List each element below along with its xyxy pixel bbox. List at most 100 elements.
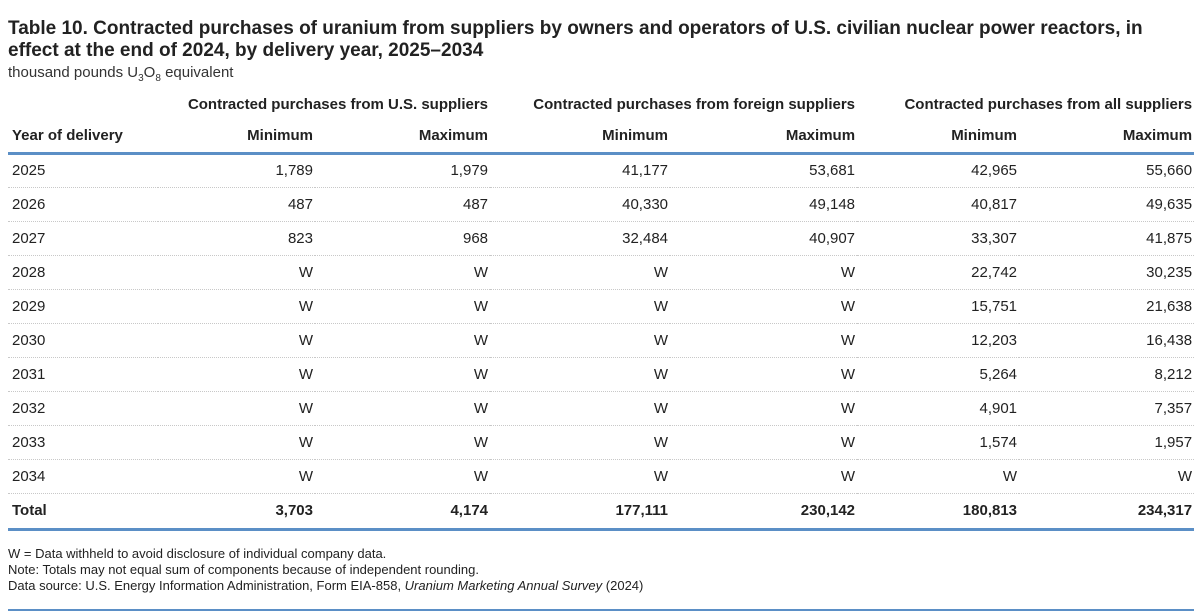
source-prefix: Data source: U.S. Energy Information Adm… <box>8 578 405 593</box>
cell-all-minimum: 5,264 <box>857 357 1020 392</box>
table-row: 2028 W W W W 22,742 30,235 <box>8 255 1195 290</box>
table-row: 2030 W W W W 12,203 16,438 <box>8 323 1195 358</box>
cell-year: 2032 <box>8 391 158 426</box>
column-header-foreign-maximum: Maximum <box>785 127 856 145</box>
cell-all-maximum: 41,875 <box>1019 221 1195 256</box>
subtitle-sub-8: 8 <box>155 73 161 84</box>
table-row: 2027 823 968 32,484 40,907 33,307 41,875 <box>8 221 1195 256</box>
cell-all-minimum: 15,751 <box>857 289 1020 324</box>
cell-year: 2033 <box>8 425 158 460</box>
column-header-year: Year of delivery <box>12 127 123 145</box>
column-header-us-minimum: Minimum <box>247 127 313 145</box>
group-header-foreign-suppliers: Contracted purchases from foreign suppli… <box>533 95 856 113</box>
cell-year: 2031 <box>8 357 158 392</box>
cell-foreign-maximum: 49,148 <box>670 187 858 222</box>
cell-foreign-maximum: W <box>670 323 858 358</box>
cell-foreign-maximum: W <box>670 425 858 460</box>
cell-year: 2026 <box>8 187 158 222</box>
cell-year: 2027 <box>8 221 158 256</box>
column-header-all-minimum: Minimum <box>951 127 1018 145</box>
subtitle-suffix: equivalent <box>160 64 234 81</box>
cell-foreign-maximum: 40,907 <box>670 221 858 256</box>
column-group-header-row: Contracted purchases from U.S. suppliers… <box>8 88 1194 120</box>
column-header-all-maximum: Maximum <box>1122 127 1193 145</box>
table-body: 2025 1,789 1,979 41,177 53,681 42,965 55,660 20… <box>8 153 1195 531</box>
table-row: 2026 487 487 40,330 49,148 40,817 49,635 <box>8 187 1195 222</box>
cell-us-minimum: W <box>158 425 315 460</box>
cell-us-minimum: 823 <box>158 221 315 256</box>
total-foreign-maximum: 230,142 <box>670 493 858 531</box>
cell-all-minimum: W <box>857 459 1020 494</box>
group-header-empty <box>8 88 158 120</box>
cell-foreign-minimum: 32,484 <box>490 221 671 256</box>
table-row: 2034 W W W W W W <box>8 459 1195 494</box>
column-header-us-maximum: Maximum <box>418 127 489 145</box>
cell-foreign-minimum: 40,330 <box>490 187 671 222</box>
cell-us-maximum: W <box>315 255 491 290</box>
cell-all-minimum: 42,965 <box>857 153 1020 188</box>
data-source-note: Data source: U.S. Energy Information Adm… <box>8 578 643 594</box>
cell-us-maximum: W <box>315 425 491 460</box>
total-foreign-minimum: 177,111 <box>490 493 671 531</box>
column-header-foreign-minimum: Minimum <box>602 127 669 145</box>
table-row: 2033 W W W W 1,574 1,957 <box>8 425 1195 460</box>
table-subtitle: thousand pounds U3O8 equivalent <box>8 64 233 88</box>
cell-all-maximum: 21,638 <box>1019 289 1195 324</box>
cell-us-maximum: 487 <box>315 187 491 222</box>
cell-all-minimum: 1,574 <box>857 425 1020 460</box>
total-row: Total 3,703 4,174 177,111 230,142 180,81… <box>8 493 1195 531</box>
cell-us-maximum: W <box>315 323 491 358</box>
cell-year: 2028 <box>8 255 158 290</box>
cell-us-minimum: W <box>158 357 315 392</box>
cell-all-maximum: 7,357 <box>1019 391 1195 426</box>
total-all-minimum: 180,813 <box>857 493 1020 531</box>
total-us-maximum: 4,174 <box>315 493 491 531</box>
cell-all-minimum: 33,307 <box>857 221 1020 256</box>
group-header-us-suppliers: Contracted purchases from U.S. suppliers <box>187 95 489 113</box>
total-label: Total <box>8 493 158 531</box>
cell-us-minimum: W <box>158 459 315 494</box>
cell-all-maximum: W <box>1019 459 1195 494</box>
cell-all-maximum: 8,212 <box>1019 357 1195 392</box>
cell-foreign-minimum: 41,177 <box>490 153 671 188</box>
cell-foreign-minimum: W <box>490 289 671 324</box>
cell-all-minimum: 12,203 <box>857 323 1020 358</box>
cell-year: 2029 <box>8 289 158 324</box>
subtitle-prefix: thousand pounds U <box>8 64 139 81</box>
table-row: 2031 W W W W 5,264 8,212 <box>8 357 1195 392</box>
subtitle-sub-3: 3 <box>138 73 144 84</box>
cell-us-maximum: W <box>315 357 491 392</box>
cell-foreign-minimum: W <box>490 255 671 290</box>
rounding-note: Note: Totals may not equal sum of compon… <box>8 562 479 577</box>
cell-foreign-maximum: 53,681 <box>670 153 858 188</box>
table-title: Table 10. Contracted purchases of uraniu… <box>8 18 1143 61</box>
cell-us-maximum: W <box>315 289 491 324</box>
cell-us-maximum: 968 <box>315 221 491 256</box>
cell-us-minimum: W <box>158 255 315 290</box>
subtitle-mid: O <box>143 64 156 81</box>
cell-foreign-maximum: W <box>670 357 858 392</box>
cell-all-maximum: 55,660 <box>1019 153 1195 188</box>
source-suffix: (2024) <box>602 578 644 593</box>
cell-all-maximum: 49,635 <box>1019 187 1195 222</box>
table-row: 2029 W W W W 15,751 21,638 <box>8 289 1195 324</box>
cell-all-minimum: 40,817 <box>857 187 1020 222</box>
cell-year: 2030 <box>8 323 158 358</box>
cell-all-maximum: 16,438 <box>1019 323 1195 358</box>
cell-us-minimum: 487 <box>158 187 315 222</box>
table-row: 2032 W W W W 4,901 7,357 <box>8 391 1195 426</box>
table-notes: W = Data withheld to avoid disclosure of… <box>8 546 643 594</box>
cell-foreign-minimum: W <box>490 391 671 426</box>
cell-foreign-minimum: W <box>490 323 671 358</box>
cell-year: 2025 <box>8 153 158 188</box>
cell-us-minimum: W <box>158 323 315 358</box>
total-all-maximum: 234,317 <box>1019 493 1195 531</box>
cell-foreign-minimum: W <box>490 459 671 494</box>
cell-foreign-maximum: W <box>670 289 858 324</box>
table-row: 2025 1,789 1,979 41,177 53,681 42,965 55,660 <box>8 153 1195 188</box>
withheld-note: W = Data withheld to avoid disclosure of… <box>8 546 387 561</box>
uranium-purchases-table: Contracted purchases from U.S. suppliers… <box>8 88 1195 531</box>
cell-all-minimum: 4,901 <box>857 391 1020 426</box>
cell-us-maximum: 1,979 <box>315 153 491 188</box>
cell-us-minimum: 1,789 <box>158 153 315 188</box>
